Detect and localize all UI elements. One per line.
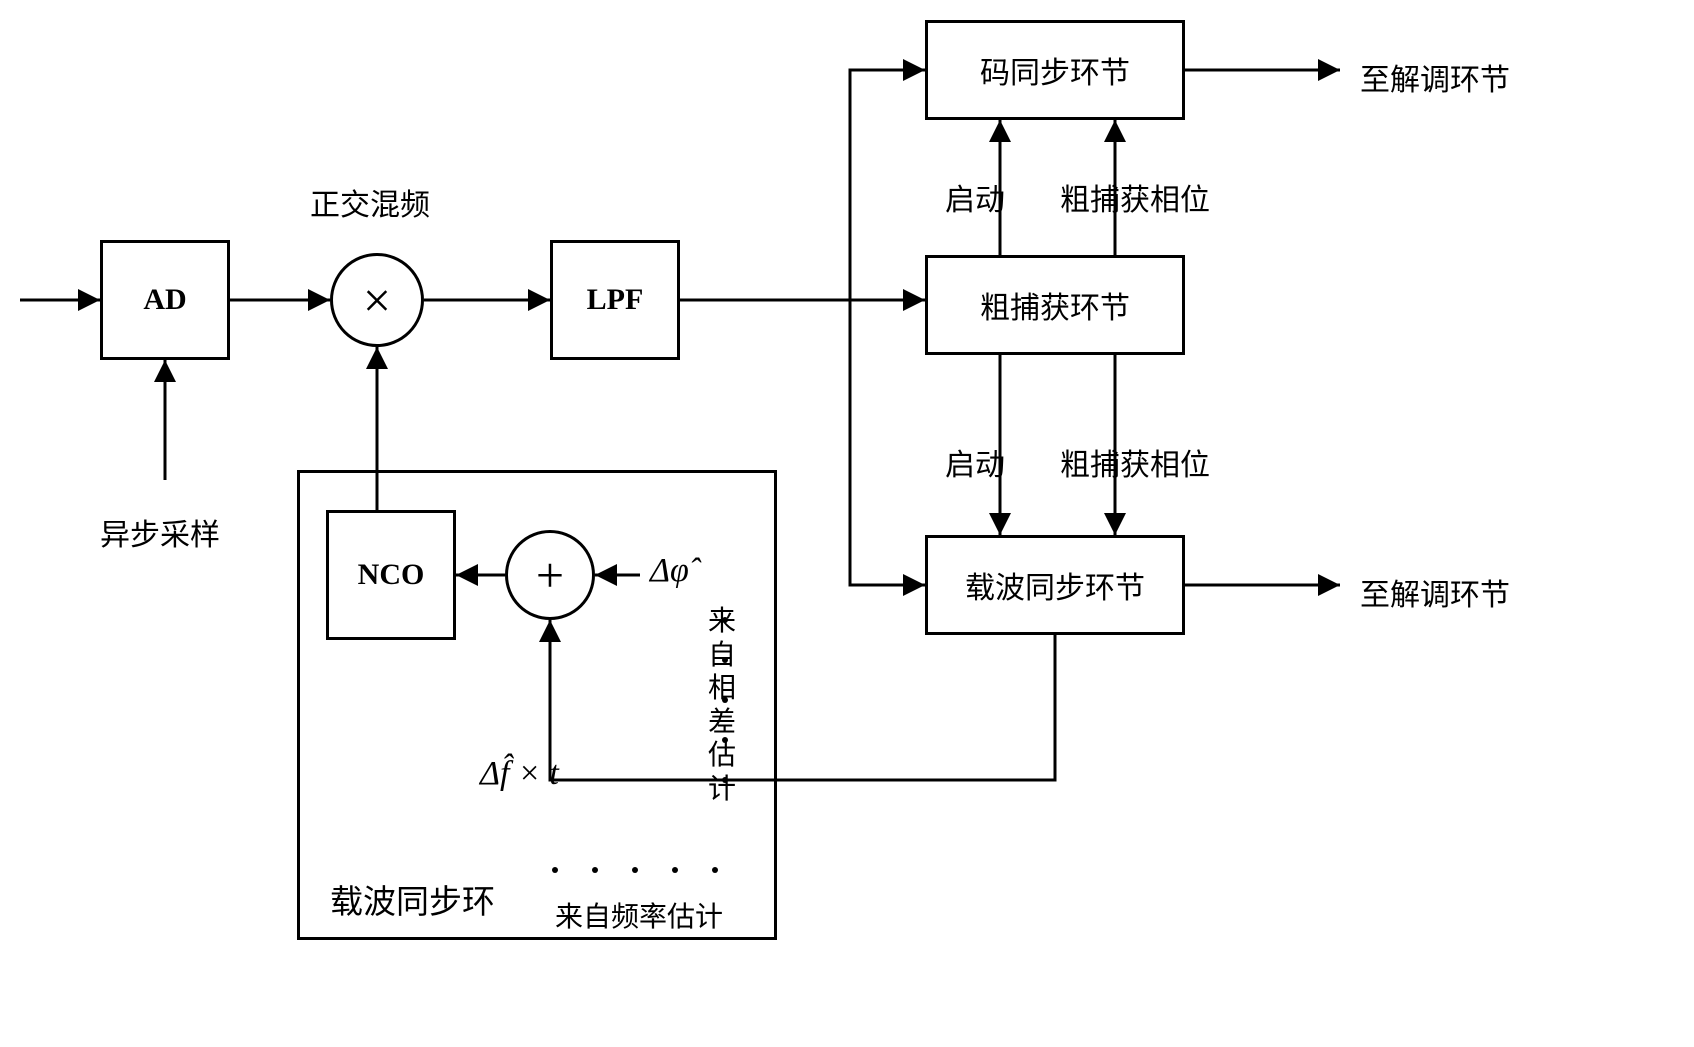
ad-block: AD (100, 240, 230, 360)
async-sample-label: 异步采样 (100, 510, 220, 554)
adder-symbol: + (536, 550, 564, 600)
phase-bot-label: 粗捕获相位 (1060, 440, 1210, 484)
mixer-symbol: × (363, 275, 391, 325)
carrier-loop-label: 载波同步环 (330, 875, 495, 923)
diagram-canvas: AD LPF NCO 码同步环节 粗捕获环节 载波同步环节 × + 正交混频 异… (0, 0, 1694, 1047)
edges-overlay (0, 0, 1694, 1047)
quad-mix-label: 正交混频 (310, 180, 430, 224)
carrier-sync-block: 载波同步环节 (925, 535, 1185, 635)
lpf-block: LPF (550, 240, 680, 360)
adder-circle: + (505, 530, 595, 620)
to-demod-top-label: 至解调环节 (1360, 55, 1510, 99)
delta-phi-label: Δφ̂ (650, 552, 689, 590)
to-demod-bot-label: 至解调环节 (1360, 570, 1510, 614)
start-top-label: 启动 (945, 175, 1005, 219)
nco-block: NCO (326, 510, 456, 640)
coarse-block: 粗捕获环节 (925, 255, 1185, 355)
coarse-label: 粗捕获环节 (980, 283, 1130, 327)
lpf-label: LPF (587, 283, 644, 317)
from-freq-label: 来自频率估计 (555, 895, 723, 935)
nco-label: NCO (358, 558, 425, 592)
code-sync-block: 码同步环节 (925, 20, 1185, 120)
start-bot-label: 启动 (945, 440, 1005, 484)
delta-f-label: Δf̂ × t (480, 755, 559, 793)
carrier-sync-label: 载波同步环节 (965, 563, 1145, 607)
mixer-circle: × (330, 253, 424, 347)
phase-top-label: 粗捕获相位 (1060, 175, 1210, 219)
from-phase-label: 来自相差估计 (708, 605, 736, 807)
ad-label: AD (143, 283, 186, 317)
code-sync-label: 码同步环节 (980, 48, 1130, 92)
